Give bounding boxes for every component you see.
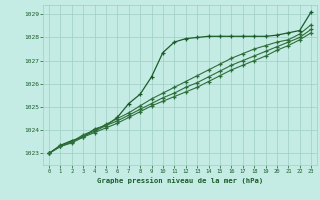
X-axis label: Graphe pression niveau de la mer (hPa): Graphe pression niveau de la mer (hPa) <box>97 177 263 184</box>
